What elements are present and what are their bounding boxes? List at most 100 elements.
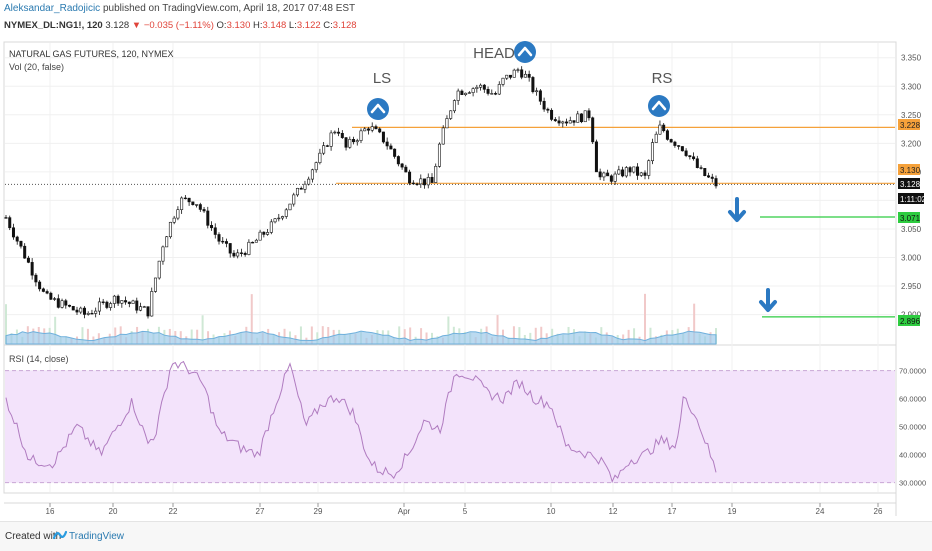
candle-body bbox=[437, 143, 441, 167]
candle-body bbox=[64, 300, 68, 306]
candle-body bbox=[613, 173, 617, 182]
candle-body bbox=[452, 100, 456, 112]
candle-body bbox=[707, 175, 711, 178]
candle-body bbox=[176, 209, 180, 219]
price-axis-labels: 3.228 3.130 3.128 1:11:02 3.071 2.896 bbox=[898, 119, 927, 326]
candle-body bbox=[467, 92, 471, 94]
candle-body bbox=[692, 156, 696, 160]
candle-body bbox=[677, 145, 681, 147]
candle-body bbox=[423, 178, 427, 186]
candle-body bbox=[191, 201, 195, 206]
price-tick-3.000: 3.000 bbox=[901, 254, 922, 263]
candle-body bbox=[662, 124, 666, 132]
candle-body bbox=[460, 90, 464, 95]
candle-body bbox=[624, 167, 628, 177]
candle-body bbox=[206, 210, 210, 226]
candle-body bbox=[508, 74, 512, 78]
candle-body bbox=[79, 307, 83, 313]
volume-bar bbox=[201, 315, 204, 344]
candle-body bbox=[523, 73, 527, 78]
candle-body bbox=[378, 128, 382, 133]
candle-body bbox=[505, 74, 509, 79]
candle-body bbox=[224, 241, 228, 244]
candle-body bbox=[284, 209, 288, 217]
price-change: ▼ −0.035 (−1.11%) bbox=[131, 20, 214, 31]
candle-body bbox=[299, 187, 303, 190]
time-tick-17: 17 bbox=[668, 507, 677, 516]
close-value: 3.128 bbox=[332, 20, 357, 31]
candle-body bbox=[314, 162, 318, 171]
volume-bar bbox=[409, 327, 412, 344]
publication-header: Aleksandar_Radojicic published on Tradin… bbox=[0, 0, 932, 36]
time-tick-27: 27 bbox=[256, 507, 265, 516]
time-tick-16: 16 bbox=[46, 507, 55, 516]
high-value: 3.148 bbox=[262, 20, 287, 31]
candle-body bbox=[49, 292, 53, 300]
candle-body bbox=[680, 146, 684, 152]
price-pane-title: NATURAL GAS FUTURES, 120, NYMEX bbox=[9, 49, 174, 59]
candle-body bbox=[303, 183, 307, 190]
candle-body bbox=[187, 197, 191, 203]
candle-body bbox=[598, 171, 602, 178]
candle-body bbox=[135, 300, 139, 311]
rsi-axis-ticks: 70.0000 60.0000 50.0000 40.0000 30.0000 bbox=[899, 367, 926, 488]
candle-body bbox=[82, 307, 86, 315]
candle-body bbox=[217, 234, 221, 242]
rsi-tick-70.0000: 70.0000 bbox=[899, 367, 926, 376]
rsi-band bbox=[5, 370, 895, 483]
volume-bar bbox=[518, 327, 521, 344]
candle-body bbox=[456, 90, 460, 101]
candle-body bbox=[400, 163, 404, 168]
price-pane[interactable] bbox=[3, 41, 897, 346]
candle-body bbox=[695, 158, 699, 168]
candle-body bbox=[168, 221, 172, 238]
chart-canvas[interactable]: NATURAL GAS FUTURES, 120, NYMEX Vol (20,… bbox=[0, 36, 932, 521]
candle-body bbox=[4, 217, 8, 219]
candle-body bbox=[11, 227, 15, 238]
candle-body bbox=[404, 166, 408, 173]
candle-body bbox=[594, 141, 598, 173]
candle-body bbox=[531, 77, 535, 93]
candle-body bbox=[41, 288, 45, 292]
candle-body bbox=[538, 90, 542, 102]
time-tick-5: 5 bbox=[463, 507, 468, 516]
author-link[interactable]: Aleksandar_Radojicic bbox=[4, 3, 101, 14]
candle-body bbox=[512, 69, 516, 78]
candle-body bbox=[609, 175, 613, 182]
candle-body bbox=[258, 231, 262, 241]
rsi-tick-50.0000: 50.0000 bbox=[899, 423, 926, 432]
candle-body bbox=[415, 183, 419, 185]
candle-body bbox=[434, 166, 438, 183]
candle-body bbox=[441, 127, 445, 145]
candle-body bbox=[665, 130, 669, 140]
candle-body bbox=[30, 262, 34, 276]
candle-body bbox=[673, 141, 677, 146]
symbol-line: NYMEX_DL:NG1!, 120 3.128 ▼ −0.035 (−1.11… bbox=[4, 20, 357, 31]
candle-body bbox=[527, 73, 531, 78]
candle-body bbox=[348, 139, 352, 148]
candle-body bbox=[632, 166, 636, 173]
volume-bar bbox=[5, 304, 7, 344]
candle-body bbox=[157, 260, 161, 279]
symbol-label[interactable]: NYMEX_DL:NG1!, 120 bbox=[4, 20, 103, 31]
price-tick-2.950: 2.950 bbox=[901, 282, 922, 291]
candle-body bbox=[333, 131, 337, 134]
candle-body bbox=[587, 110, 591, 119]
label-left-shoulder: LS bbox=[373, 70, 391, 87]
candle-body bbox=[94, 310, 98, 314]
price-tick-3.300: 3.300 bbox=[901, 82, 922, 91]
volume-bar bbox=[633, 328, 636, 344]
volume-bar bbox=[327, 327, 330, 344]
candle-body bbox=[381, 131, 385, 143]
candle-body bbox=[19, 240, 23, 247]
candle-body bbox=[471, 88, 475, 93]
candle-body bbox=[419, 178, 423, 185]
candle-body bbox=[23, 245, 27, 259]
candle-body bbox=[273, 218, 277, 223]
time-tick-22: 22 bbox=[169, 507, 178, 516]
tradingview-brand-link[interactable]: TradingView bbox=[69, 531, 125, 542]
candle-body bbox=[172, 217, 176, 223]
candle-body bbox=[71, 306, 75, 311]
volume-bar bbox=[190, 329, 193, 344]
countdown-bg bbox=[898, 193, 924, 204]
